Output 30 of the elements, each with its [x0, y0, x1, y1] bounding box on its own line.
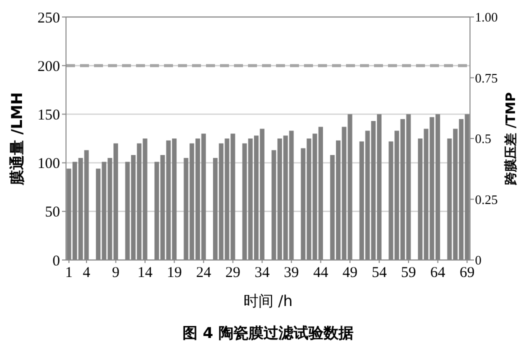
- x-axis-title: 时间 /h: [243, 292, 293, 310]
- y-tick-label: 0: [52, 253, 60, 270]
- y2-axis-title: 跨膜压差 /TMP: [504, 92, 519, 186]
- y2-tick-label: 0: [475, 252, 482, 268]
- y2-tick-label: 0.5: [475, 131, 492, 146]
- y2-tick-label: 0.25: [475, 192, 498, 207]
- x-tick-label: 69: [460, 265, 475, 281]
- x-tick-label: 9: [112, 265, 120, 281]
- y2-tick-label: 0.75: [475, 70, 498, 86]
- x-tick-label: 64: [430, 265, 446, 281]
- x-tick-label: 59: [401, 265, 416, 281]
- x-tick-label: 39: [284, 265, 299, 281]
- y-tick-label: 100: [38, 156, 60, 172]
- x-tick-label: 4: [82, 265, 91, 281]
- y2-tick-label: 1.00: [475, 10, 498, 25]
- x-tick-label: 24: [196, 265, 212, 281]
- y-tick-label: 150: [38, 107, 60, 124]
- x-tick-label: 1: [65, 265, 73, 281]
- y-tick-label: 200: [38, 58, 60, 75]
- y-tick-label: 250: [38, 10, 60, 26]
- y-tick-label: 50: [45, 204, 60, 221]
- text: 图 4 陶瓷膜过滤试验数据: [182, 324, 354, 342]
- y-axis-title: 膜通量 /LMH: [8, 92, 26, 186]
- x-tick-label: 54: [372, 265, 388, 281]
- x-tick-label: 34: [254, 265, 270, 281]
- x-tick-label: 19: [166, 265, 182, 281]
- x-tick-label: 49: [342, 265, 358, 281]
- x-tick-label: 44: [313, 265, 329, 281]
- x-tick-label: 14: [138, 265, 154, 281]
- x-tick-label: 29: [225, 265, 240, 281]
